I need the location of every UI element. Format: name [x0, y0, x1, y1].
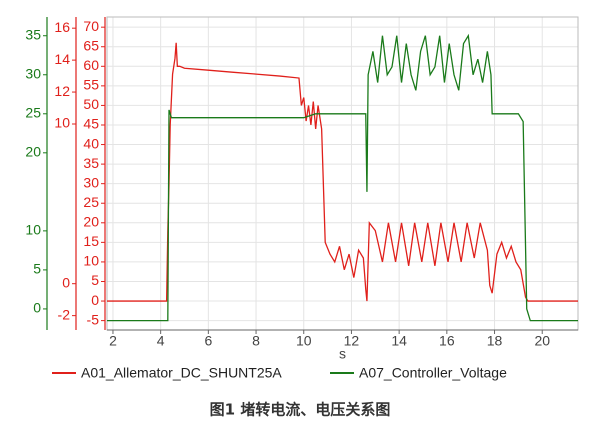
- x-tick-label: 18: [487, 333, 503, 349]
- y-tick-label: 20: [25, 144, 41, 160]
- y-tick-label: 25: [25, 104, 41, 120]
- y-tick-label: 10: [54, 115, 70, 131]
- x-tick-label: 12: [344, 333, 360, 349]
- y-tick-label: 55: [83, 77, 99, 93]
- y-tick-label: 15: [83, 233, 99, 249]
- series-line: [107, 42, 578, 302]
- x-tick-label: 16: [439, 333, 455, 349]
- y-tick-label: 30: [25, 65, 41, 81]
- y-tick-label: 0: [33, 300, 41, 316]
- y-tick-label: 0: [62, 274, 70, 290]
- y-tick-label: 60: [83, 57, 99, 73]
- legend-label: A07_Controller_Voltage: [359, 365, 507, 381]
- y-tick-label: 16: [54, 19, 70, 35]
- y-tick-label: 5: [91, 272, 99, 288]
- x-tick-label: 8: [252, 333, 260, 349]
- caption: 图1 堵转电流、电压关系图: [210, 401, 391, 419]
- y-tick-label: -5: [87, 311, 100, 327]
- y-tick-label: 0: [91, 292, 99, 308]
- x-tick-label: 4: [157, 333, 165, 349]
- y-tick-label: 35: [25, 26, 41, 42]
- y-tick-label: 20: [83, 214, 99, 230]
- y-tick-label: 10: [25, 222, 41, 238]
- y-tick-label: 70: [83, 18, 99, 34]
- y-tick-label: 35: [83, 155, 99, 171]
- y-tick-label: -2: [58, 306, 71, 322]
- x-tick-label: 20: [534, 333, 550, 349]
- y-tick-label: 14: [54, 51, 70, 67]
- legend-label: A01_Allemator_DC_SHUNT25A: [81, 365, 282, 381]
- y-tick-label: 5: [33, 261, 41, 277]
- y-tick-label: 12: [54, 83, 70, 99]
- y-tick-label: 65: [83, 37, 99, 53]
- y-tick-label: 10: [83, 253, 99, 269]
- y-tick-label: 30: [83, 174, 99, 190]
- y-tick-label: 40: [83, 135, 99, 151]
- series-line: [107, 33, 578, 322]
- y-tick-label: 45: [83, 116, 99, 132]
- y-tick-label: 50: [83, 96, 99, 112]
- x-axis-label: s: [339, 346, 346, 362]
- y-tick-label: 25: [83, 194, 99, 210]
- x-tick-label: 6: [204, 333, 212, 349]
- x-tick-label: 14: [391, 333, 407, 349]
- x-tick-label: 2: [109, 333, 117, 349]
- x-tick-label: 10: [296, 333, 312, 349]
